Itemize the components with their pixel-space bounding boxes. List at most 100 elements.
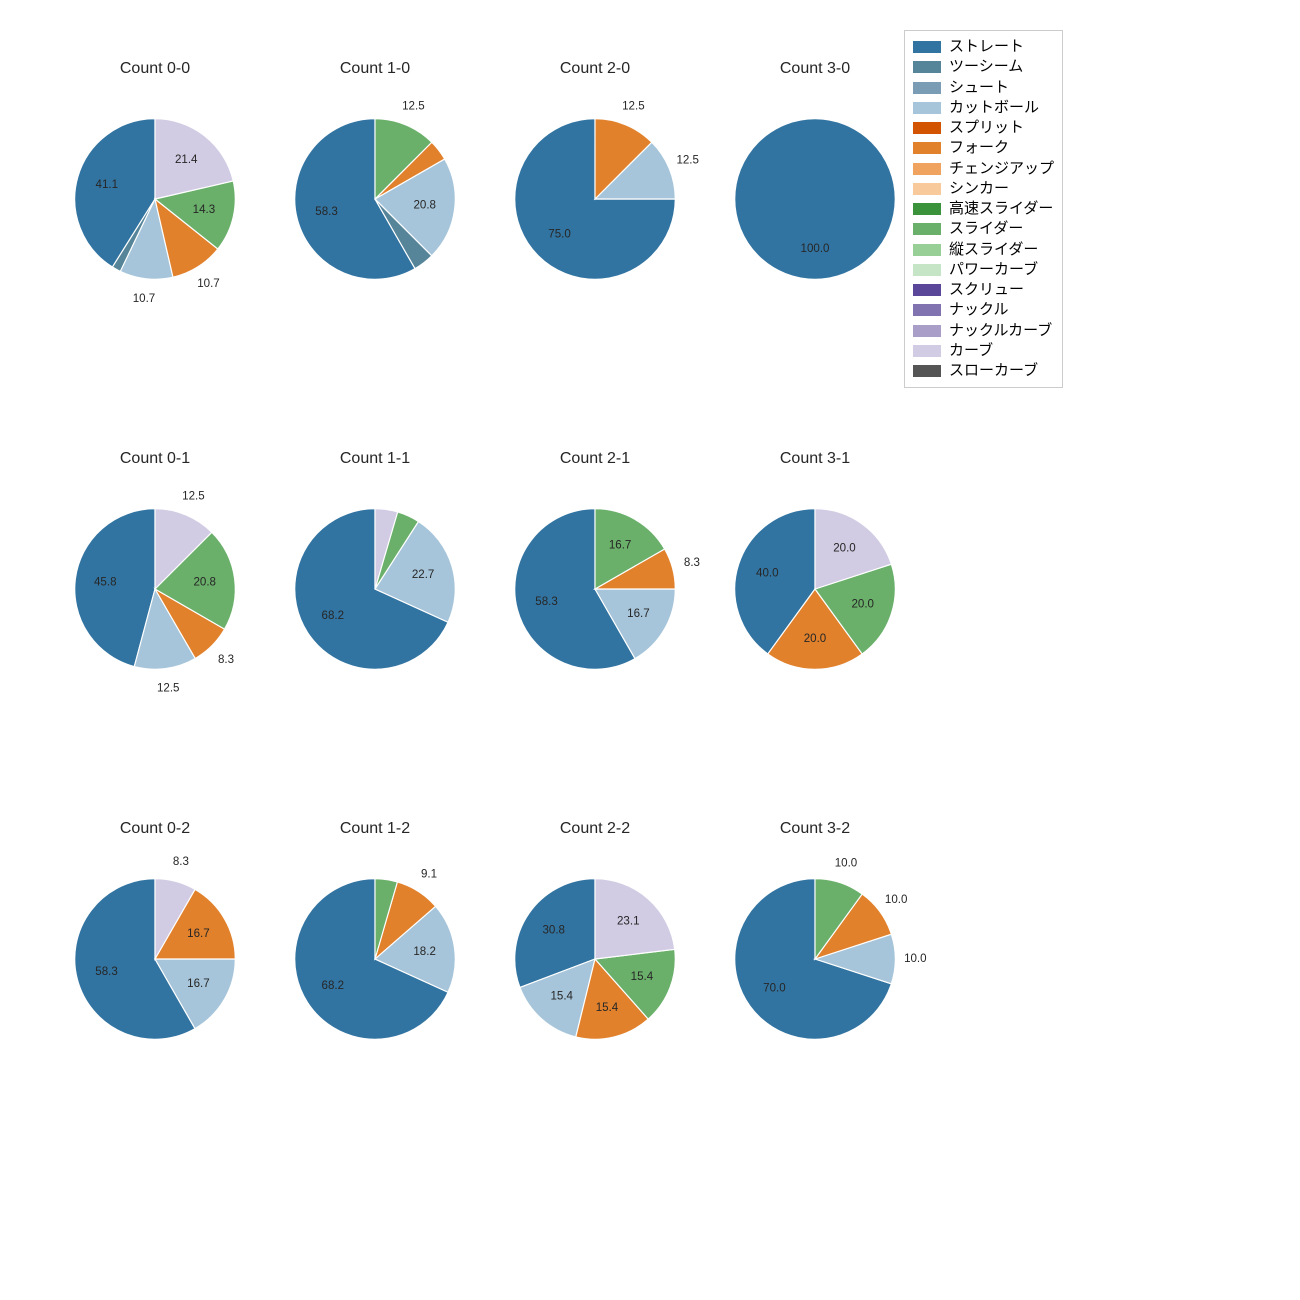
legend-swatch: [913, 304, 941, 316]
slice-value-label: 23.1: [617, 916, 640, 928]
legend-item: パワーカーブ: [913, 260, 1054, 280]
pie-chart: 30.815.415.415.423.1: [480, 844, 710, 1074]
legend-swatch: [913, 61, 941, 73]
slice-value-label: 20.0: [851, 599, 874, 611]
legend-item: 縦スライダー: [913, 240, 1054, 260]
pie-cell: Count 2-075.012.512.5: [480, 60, 710, 319]
legend-swatch: [913, 223, 941, 235]
legend-swatch: [913, 264, 941, 276]
legend-label: スクリュー: [949, 280, 1024, 300]
pie-cell: Count 2-158.316.78.316.7: [480, 450, 710, 709]
slice-value-label: 10.0: [885, 894, 908, 906]
legend-item: カーブ: [913, 341, 1054, 361]
slice-value-label: 10.0: [835, 858, 858, 870]
slice-value-label: 8.3: [684, 557, 700, 569]
legend-swatch: [913, 41, 941, 53]
pie-cell: Count 3-0 100.0: [700, 60, 930, 319]
pie-cell: Count 0-041.110.710.714.321.4: [40, 60, 270, 319]
pie-title: Count 0-2: [40, 820, 270, 838]
slice-value-label: 45.8: [94, 577, 117, 589]
pie-title: Count 3-1: [700, 450, 930, 468]
slice-value-label: 22.7: [412, 569, 435, 581]
legend-label: スプリット: [949, 118, 1024, 138]
slice-value-label: 15.4: [631, 971, 654, 983]
pie-chart: 41.110.710.714.321.4: [40, 84, 270, 314]
slice-value-label: 21.4: [175, 154, 198, 166]
legend-label: シュート: [949, 78, 1009, 98]
slice-value-label: 16.7: [187, 978, 210, 990]
slice-value-label: 8.3: [173, 856, 189, 868]
slice-value-label: 20.0: [833, 542, 856, 554]
legend-swatch: [913, 284, 941, 296]
legend-label: ツーシーム: [949, 57, 1023, 77]
legend-swatch: [913, 183, 941, 195]
slice-value-label: 18.2: [413, 946, 436, 958]
pitch-count-pie-grid: Count 0-041.110.710.714.321.4Count 1-058…: [0, 0, 1300, 1300]
pie-cell: Count 3-140.020.020.020.0: [700, 450, 930, 709]
legend-swatch: [913, 203, 941, 215]
pie-chart: 68.2 18.2 9.1: [260, 844, 490, 1074]
pie-chart: 58.3 16.7 8.3 16.7: [480, 474, 710, 704]
legend-item: スライダー: [913, 219, 1054, 239]
legend-item: シュート: [913, 78, 1054, 98]
legend-swatch: [913, 365, 941, 377]
pie-chart: 45.812.58.320.812.5: [40, 474, 270, 704]
slice-value-label: 58.3: [315, 206, 338, 218]
legend-item: スプリット: [913, 118, 1054, 138]
slice-value-label: 41.1: [96, 179, 119, 191]
pie-chart: 75.012.512.5: [480, 84, 710, 314]
legend-swatch: [913, 163, 941, 175]
slice-value-label: 16.7: [627, 608, 650, 620]
legend-label: ストレート: [949, 37, 1024, 57]
pie-title: Count 2-0: [480, 60, 710, 78]
slice-value-label: 9.1: [421, 869, 437, 881]
pie-title: Count 3-0: [700, 60, 930, 78]
pie-cell: Count 2-230.815.415.415.423.1: [480, 820, 710, 1079]
pie-title: Count 1-0: [260, 60, 490, 78]
pie-chart: 70.0 10.0 10.0 10.0: [700, 844, 930, 1074]
legend-label: チェンジアップ: [949, 159, 1054, 179]
legend: ストレートツーシームシュートカットボールスプリットフォークチェンジアップシンカー…: [904, 30, 1063, 388]
pie-cell: Count 0-145.812.58.320.812.5: [40, 450, 270, 709]
legend-swatch: [913, 345, 941, 357]
slice-value-label: 10.0: [904, 953, 927, 965]
slice-value-label: 12.5: [676, 155, 699, 167]
slice-value-label: 16.7: [187, 928, 210, 940]
legend-label: パワーカーブ: [949, 260, 1038, 280]
slice-value-label: 10.7: [197, 278, 220, 290]
legend-item: ストレート: [913, 37, 1054, 57]
slice-value-label: 8.3: [218, 654, 234, 666]
legend-item: カットボール: [913, 98, 1054, 118]
slice-value-label: 16.7: [609, 540, 632, 552]
slice-value-label: 58.3: [95, 966, 118, 978]
legend-item: 高速スライダー: [913, 199, 1054, 219]
slice-value-label: 58.3: [535, 596, 558, 608]
slice-value-label: 30.8: [542, 925, 565, 937]
legend-label: スローカーブ: [949, 361, 1038, 381]
pie-chart: 100.0: [700, 84, 930, 314]
legend-item: ナックル: [913, 300, 1054, 320]
pie-chart: 58.3 16.7 16.7 8.3: [40, 844, 270, 1074]
slice-value-label: 20.8: [413, 200, 436, 212]
pie-cell: Count 1-268.218.29.1: [260, 820, 490, 1079]
pie-title: Count 0-1: [40, 450, 270, 468]
slice-value-label: 10.7: [133, 293, 156, 305]
legend-label: カーブ: [949, 341, 993, 361]
pie-cell: Count 3-270.010.010.010.0: [700, 820, 930, 1079]
pie-cell: Count 0-2 58.3 16.7 16.7 8.3: [40, 820, 270, 1079]
slice-value-label: 12.5: [182, 490, 205, 502]
legend-label: 縦スライダー: [949, 240, 1038, 260]
pie-title: Count 2-2: [480, 820, 710, 838]
slice-value-label: 68.2: [322, 980, 345, 992]
slice-value-label: 12.5: [157, 683, 180, 695]
legend-item: ナックルカーブ: [913, 321, 1054, 341]
slice-value-label: 12.5: [622, 100, 645, 112]
legend-item: ツーシーム: [913, 57, 1054, 77]
legend-label: スライダー: [949, 219, 1023, 239]
slice-value-label: 100.0: [801, 243, 830, 255]
legend-label: カットボール: [949, 98, 1039, 118]
pie-title: Count 0-0: [40, 60, 270, 78]
slice-value-label: 15.4: [550, 991, 573, 1003]
slice-value-label: 70.0: [763, 983, 786, 995]
pie-title: Count 1-1: [260, 450, 490, 468]
